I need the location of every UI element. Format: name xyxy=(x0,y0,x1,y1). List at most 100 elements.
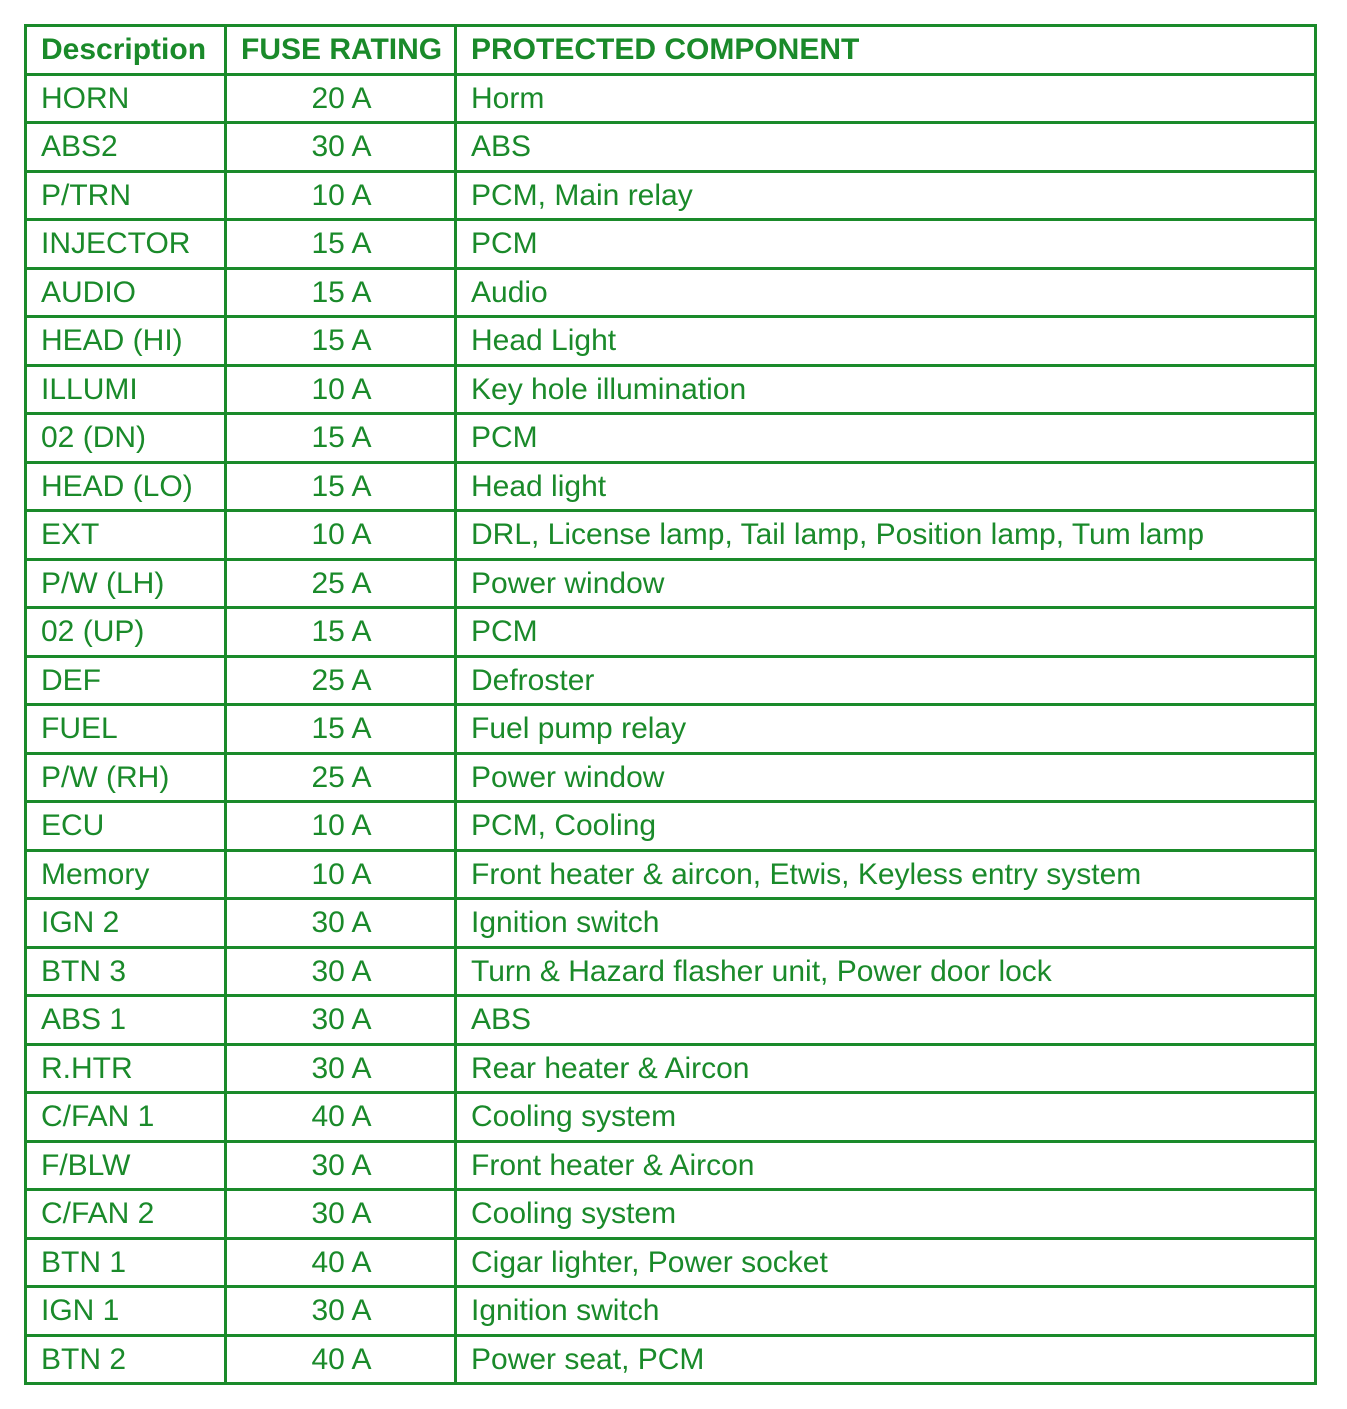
cell-description: ILLUMI xyxy=(26,365,226,414)
cell-description: BTN 2 xyxy=(26,1335,226,1384)
cell-rating: 25 A xyxy=(226,559,456,608)
cell-description: HORN xyxy=(26,74,226,123)
cell-rating: 10 A xyxy=(226,802,456,851)
table-row: P/TRN10 APCM, Main relay xyxy=(26,171,1316,220)
table-row: ILLUMI10 AKey hole illumination xyxy=(26,365,1316,414)
cell-component: Head light xyxy=(456,462,1316,511)
cell-description: IGN 2 xyxy=(26,899,226,948)
table-row: P/W (LH)25 APower window xyxy=(26,559,1316,608)
cell-component: Cooling system xyxy=(456,1093,1316,1142)
cell-description: F/BLW xyxy=(26,1141,226,1190)
cell-component: Cigar lighter, Power socket xyxy=(456,1238,1316,1287)
cell-rating: 40 A xyxy=(226,1335,456,1384)
cell-rating: 30 A xyxy=(226,1190,456,1239)
cell-component: Rear heater & Aircon xyxy=(456,1044,1316,1093)
cell-component: PCM, Cooling xyxy=(456,802,1316,851)
table-row: BTN 240 APower seat, PCM xyxy=(26,1335,1316,1384)
cell-rating: 20 A xyxy=(226,74,456,123)
cell-component: Front heater & Aircon xyxy=(456,1141,1316,1190)
table-row: P/W (RH)25 APower window xyxy=(26,753,1316,802)
cell-rating: 10 A xyxy=(226,850,456,899)
cell-rating: 30 A xyxy=(226,123,456,172)
table-row: HEAD (LO)15 AHead light xyxy=(26,462,1316,511)
cell-component: Horm xyxy=(456,74,1316,123)
cell-description: 02 (UP) xyxy=(26,608,226,657)
col-header-component: PROTECTED COMPONENT xyxy=(456,26,1316,75)
cell-rating: 40 A xyxy=(226,1238,456,1287)
cell-component: Turn & Hazard flasher unit, Power door l… xyxy=(456,947,1316,996)
table-body: HORN20 AHormABS230 AABSP/TRN10 APCM, Mai… xyxy=(26,74,1316,1384)
cell-rating: 30 A xyxy=(226,899,456,948)
cell-description: FUEL xyxy=(26,705,226,754)
cell-rating: 30 A xyxy=(226,1044,456,1093)
cell-rating: 30 A xyxy=(226,996,456,1045)
cell-rating: 15 A xyxy=(226,317,456,366)
cell-rating: 10 A xyxy=(226,511,456,560)
table-row: INJECTOR15 APCM xyxy=(26,220,1316,269)
fuse-table: Description FUSE RATING PROTECTED COMPON… xyxy=(24,24,1317,1385)
table-row: ABS230 AABS xyxy=(26,123,1316,172)
cell-component: Ignition switch xyxy=(456,899,1316,948)
table-row: IGN 230 AIgnition switch xyxy=(26,899,1316,948)
cell-component: Head Light xyxy=(456,317,1316,366)
cell-component: Defroster xyxy=(456,656,1316,705)
table-header-row: Description FUSE RATING PROTECTED COMPON… xyxy=(26,26,1316,75)
cell-rating: 40 A xyxy=(226,1093,456,1142)
table-row: Memory10 AFront heater & aircon, Etwis, … xyxy=(26,850,1316,899)
cell-description: C/FAN 1 xyxy=(26,1093,226,1142)
cell-component: PCM xyxy=(456,608,1316,657)
cell-description: P/TRN xyxy=(26,171,226,220)
table-row: HEAD (HI)15 AHead Light xyxy=(26,317,1316,366)
cell-rating: 15 A xyxy=(226,462,456,511)
cell-description: AUDIO xyxy=(26,268,226,317)
cell-component: DRL, License lamp, Tail lamp, Position l… xyxy=(456,511,1316,560)
table-row: C/FAN 230 ACooling system xyxy=(26,1190,1316,1239)
cell-description: ECU xyxy=(26,802,226,851)
table-row: DEF25 ADefroster xyxy=(26,656,1316,705)
col-header-description: Description xyxy=(26,26,226,75)
cell-component: PCM xyxy=(456,414,1316,463)
cell-rating: 30 A xyxy=(226,1287,456,1336)
table-row: 02 (DN)15 APCM xyxy=(26,414,1316,463)
table-row: 02 (UP)15 APCM xyxy=(26,608,1316,657)
table-row: AUDIO15 AAudio xyxy=(26,268,1316,317)
cell-rating: 15 A xyxy=(226,268,456,317)
cell-rating: 25 A xyxy=(226,656,456,705)
cell-description: ABS 1 xyxy=(26,996,226,1045)
cell-rating: 25 A xyxy=(226,753,456,802)
cell-rating: 15 A xyxy=(226,220,456,269)
table-row: ECU10 APCM, Cooling xyxy=(26,802,1316,851)
cell-component: PCM, Main relay xyxy=(456,171,1316,220)
cell-rating: 15 A xyxy=(226,608,456,657)
cell-rating: 15 A xyxy=(226,705,456,754)
cell-description: 02 (DN) xyxy=(26,414,226,463)
table-row: IGN 130 AIgnition switch xyxy=(26,1287,1316,1336)
cell-description: BTN 3 xyxy=(26,947,226,996)
cell-component: Front heater & aircon, Etwis, Keyless en… xyxy=(456,850,1316,899)
cell-description: HEAD (LO) xyxy=(26,462,226,511)
cell-description: BTN 1 xyxy=(26,1238,226,1287)
cell-rating: 10 A xyxy=(226,365,456,414)
cell-component: ABS xyxy=(456,996,1316,1045)
cell-description: R.HTR xyxy=(26,1044,226,1093)
cell-component: Power seat, PCM xyxy=(456,1335,1316,1384)
col-header-rating: FUSE RATING xyxy=(226,26,456,75)
cell-rating: 15 A xyxy=(226,414,456,463)
cell-component: Audio xyxy=(456,268,1316,317)
cell-component: Power window xyxy=(456,753,1316,802)
cell-description: DEF xyxy=(26,656,226,705)
table-row: F/BLW30 AFront heater & Aircon xyxy=(26,1141,1316,1190)
table-row: BTN 330 ATurn & Hazard flasher unit, Pow… xyxy=(26,947,1316,996)
cell-rating: 30 A xyxy=(226,1141,456,1190)
table-row: C/FAN 140 ACooling system xyxy=(26,1093,1316,1142)
table-row: ABS 130 AABS xyxy=(26,996,1316,1045)
cell-description: C/FAN 2 xyxy=(26,1190,226,1239)
cell-description: HEAD (HI) xyxy=(26,317,226,366)
cell-description: P/W (RH) xyxy=(26,753,226,802)
cell-component: Power window xyxy=(456,559,1316,608)
cell-description: ABS2 xyxy=(26,123,226,172)
cell-component: Fuel pump relay xyxy=(456,705,1316,754)
table-row: HORN20 AHorm xyxy=(26,74,1316,123)
cell-component: Ignition switch xyxy=(456,1287,1316,1336)
cell-component: PCM xyxy=(456,220,1316,269)
